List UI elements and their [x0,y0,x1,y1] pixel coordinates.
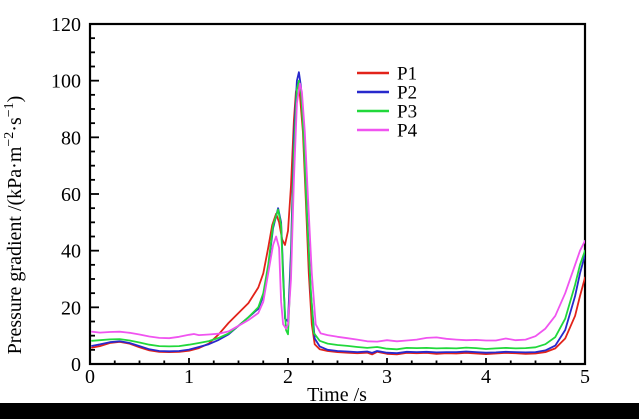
x-tick-label: 1 [184,366,194,388]
curve-p3 [91,79,585,351]
y-axis-title: Pressure gradient /(kPa·m−2·s−1) [2,96,26,355]
legend-label-p4: P4 [397,121,418,142]
legend-label-p1: P1 [397,64,417,85]
y-tick-label: 40 [61,241,81,263]
y-tick-label: 60 [61,184,81,206]
x-tick-label: 0 [85,366,95,388]
legend-label-p3: P3 [397,102,417,123]
curve-p2 [91,71,585,355]
axis-tick-labels: 0 1 2 3 4 5 0 20 40 60 80 100 120 [51,14,590,388]
x-tick-label: 4 [481,366,491,388]
curve-p4 [91,82,585,343]
axis-ticks [89,23,586,365]
x-tick-label: 5 [580,366,590,388]
y-tick-label: 20 [61,297,81,319]
bottom-black-bar [0,403,639,419]
x-axis-title: Time /s [307,384,367,406]
y-tick-label: 100 [51,71,81,93]
plot-border [88,22,587,366]
plot-frame [88,22,587,366]
legend-label-p2: P2 [397,83,417,104]
curve-p1 [91,82,585,356]
x-tick-label: 2 [283,366,293,388]
y-tick-label: 80 [61,127,81,149]
x-tick-label: 3 [382,366,392,388]
data-curves [91,71,585,356]
y-tick-label: 0 [71,354,81,376]
y-tick-label: 120 [51,14,81,36]
